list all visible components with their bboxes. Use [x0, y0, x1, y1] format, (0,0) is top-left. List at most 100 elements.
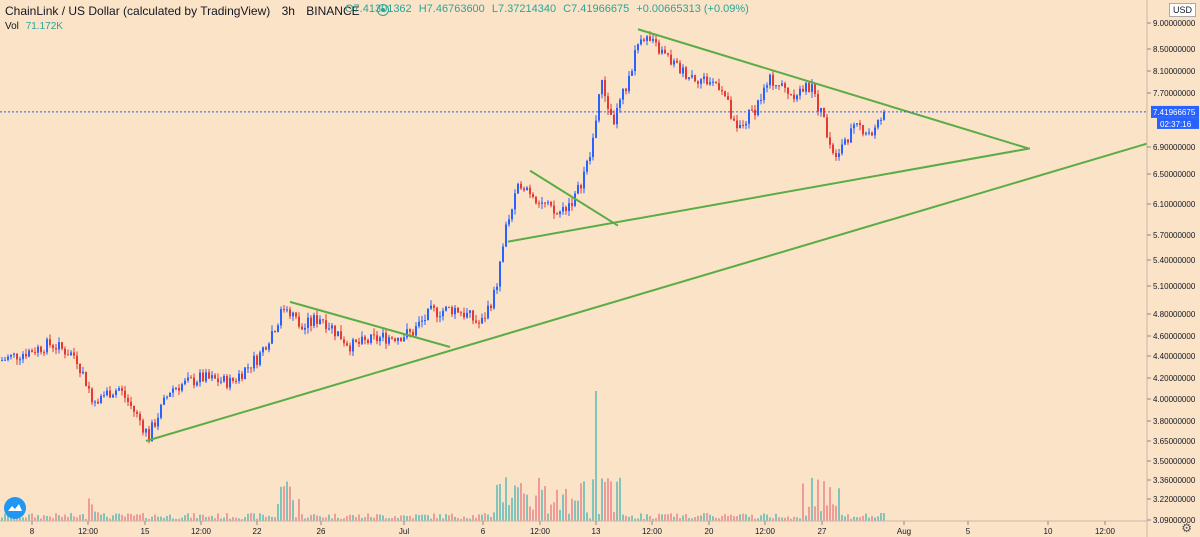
candle-body: [268, 343, 270, 350]
volume-bar: [172, 518, 174, 521]
volume-bar: [94, 511, 96, 521]
candle-body: [841, 144, 843, 154]
candle-body: [859, 123, 861, 126]
candle-body: [133, 405, 135, 412]
volume-bar: [778, 517, 780, 521]
candle-body: [463, 312, 465, 318]
price-tick-label: 6.10000000: [1153, 200, 1196, 209]
volume-bar: [280, 486, 282, 521]
volume-bar: [124, 516, 126, 521]
candle-body: [490, 305, 492, 309]
volume-bar: [271, 516, 273, 521]
time-tick-label: 27: [818, 527, 827, 536]
candle-body: [289, 309, 291, 317]
candle-body: [751, 109, 753, 111]
volume-bar: [877, 516, 879, 521]
candle-body: [175, 387, 177, 389]
candle-body: [379, 337, 381, 342]
volume-bar: [310, 514, 312, 521]
volume-bar: [748, 516, 750, 521]
candle-body: [340, 331, 342, 340]
candle-body: [838, 153, 840, 157]
volume-bar: [298, 498, 300, 521]
volume-bar: [439, 514, 441, 521]
trendline: [637, 28, 1029, 150]
candle-body: [304, 327, 306, 330]
candle-body: [391, 337, 393, 339]
volume-bar: [331, 518, 333, 521]
candle-body: [565, 207, 567, 212]
volume-bar: [874, 517, 876, 521]
time-tick-label: 22: [253, 527, 262, 536]
open-value: O7.41301362: [345, 3, 412, 15]
candle-body: [769, 74, 771, 86]
volume-bar: [22, 517, 24, 521]
volume-bar: [367, 513, 369, 521]
time-tick-label: Jul: [399, 527, 409, 536]
countdown-label: 02:37:16: [1160, 120, 1192, 129]
volume-bar: [739, 514, 741, 521]
time-tick-label: 20: [705, 527, 714, 536]
volume-bar: [763, 513, 765, 521]
candle-body: [394, 338, 396, 341]
market-status-icon[interactable]: [376, 4, 389, 16]
candle-body: [499, 261, 501, 287]
candle-body: [487, 305, 489, 319]
volume-bar: [601, 478, 603, 521]
candle-body: [523, 188, 525, 191]
last-price-label: 7.41966675: [1153, 108, 1196, 117]
volume-bar: [472, 515, 474, 521]
candle-body: [82, 371, 84, 374]
candle-body: [247, 367, 249, 369]
volume-bar: [211, 515, 213, 521]
trendline: [529, 169, 619, 227]
candle-body: [643, 39, 645, 41]
candle-body: [856, 123, 858, 125]
candle-body: [172, 388, 174, 393]
volume-bar: [670, 513, 672, 521]
candle-body: [535, 197, 537, 204]
candle-body: [766, 85, 768, 88]
volume-bar: [169, 514, 171, 521]
settings-gear-icon[interactable]: ⚙: [1181, 521, 1192, 535]
volume-bar: [307, 517, 309, 521]
volume-bar: [130, 514, 132, 521]
candle-body: [667, 53, 669, 55]
candle-body: [802, 88, 804, 92]
candle-body: [796, 95, 798, 100]
candle-body: [790, 93, 792, 95]
candle-body: [145, 429, 147, 433]
candle-body: [4, 359, 6, 361]
candle-body: [742, 124, 744, 126]
tradingview-logo-icon[interactable]: [4, 497, 26, 519]
candle-body: [823, 107, 825, 118]
candle-body: [388, 337, 390, 344]
symbol-title[interactable]: ChainLink / US Dollar (calculated by Tra…: [5, 4, 271, 18]
volume-bar: [535, 495, 537, 521]
candle-body: [319, 319, 321, 325]
interval-label[interactable]: 3h: [281, 4, 295, 18]
volume-bar: [793, 516, 795, 521]
candle-body: [178, 387, 180, 391]
candle-body: [286, 309, 288, 311]
volume-bar: [445, 514, 447, 521]
volume-bar: [10, 517, 12, 521]
candle-body: [577, 185, 579, 194]
candle-body: [46, 339, 48, 353]
candle-body: [100, 396, 102, 404]
candle-body: [424, 320, 426, 322]
candle-body: [520, 183, 522, 189]
volume-bar: [394, 516, 396, 521]
chart-header: ChainLink / US Dollar (calculated by Tra…: [5, 3, 749, 18]
volume-bar: [7, 514, 9, 521]
price-tick-label: 6.50000000: [1153, 170, 1196, 179]
candle-body: [274, 331, 276, 333]
currency-badge[interactable]: USD: [1168, 3, 1196, 17]
volume-bar: [808, 506, 810, 521]
candle-body: [694, 75, 696, 82]
volume-bar: [361, 517, 363, 521]
candle-body: [553, 205, 555, 214]
volume-bar: [61, 516, 63, 521]
candle-body: [34, 352, 36, 354]
